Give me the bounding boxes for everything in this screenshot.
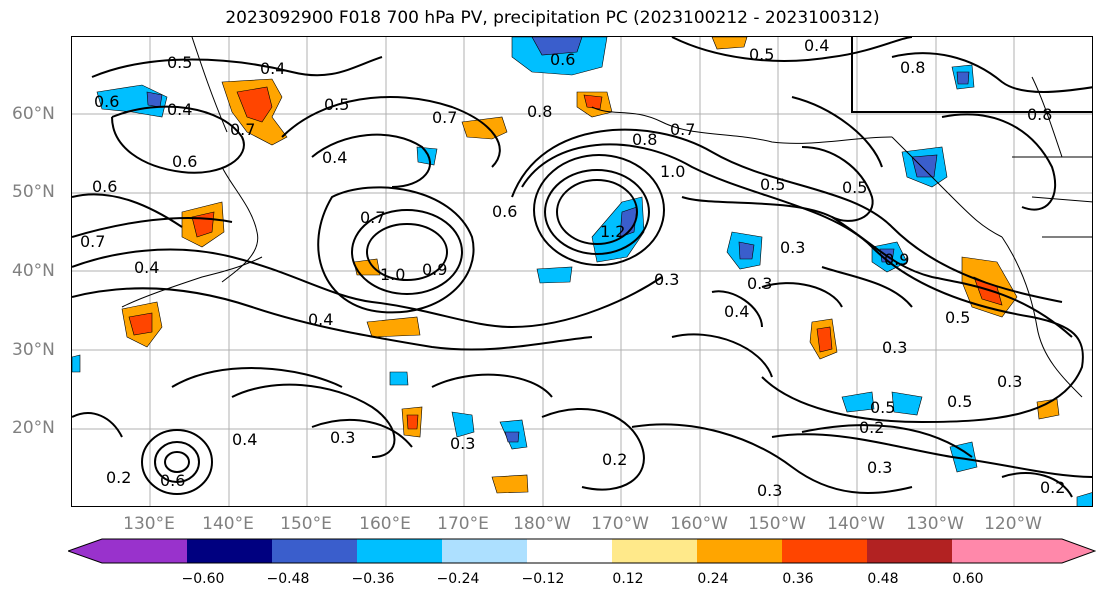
colorbar-bin bbox=[527, 539, 612, 563]
contour-label: 0.3 bbox=[757, 481, 782, 500]
colorbar-tick: −0.36 bbox=[351, 571, 395, 587]
colorbar-tick: −0.60 bbox=[181, 571, 225, 587]
lon-label: 120°W bbox=[984, 514, 1042, 534]
contour-label: 0.3 bbox=[654, 270, 679, 289]
colorbar-bin bbox=[357, 539, 442, 563]
contour-label: 0.5 bbox=[324, 95, 349, 114]
map-title: 2023092900 F018 700 hPa PV, precipitatio… bbox=[225, 8, 880, 28]
contour-label: 0.6 bbox=[94, 92, 119, 111]
contour-label: 0.5 bbox=[167, 53, 192, 72]
lon-label: 150°W bbox=[748, 514, 806, 534]
colorbar-bin bbox=[102, 539, 187, 563]
contour-label: 0.3 bbox=[450, 434, 475, 453]
contour-label: 0.4 bbox=[134, 258, 159, 277]
contour-label: 0.3 bbox=[780, 238, 805, 257]
colorbar-bin bbox=[272, 539, 357, 563]
contour-label: 0.5 bbox=[945, 308, 970, 327]
contour-label: 1.0 bbox=[660, 162, 685, 181]
contour-label: 0.2 bbox=[602, 450, 627, 469]
contour-label: 0.3 bbox=[867, 458, 892, 477]
contour-label: 0.2 bbox=[859, 418, 884, 437]
colorbar-tick: 0.12 bbox=[612, 571, 644, 587]
lon-label: 140°W bbox=[827, 514, 885, 534]
lon-label: 150°E bbox=[280, 514, 332, 534]
contour-label: 0.5 bbox=[760, 175, 785, 194]
lat-label: 60°N bbox=[12, 104, 55, 124]
colorbar-tick: 0.48 bbox=[867, 571, 899, 587]
colorbar-extend-low bbox=[68, 539, 102, 563]
contour-labels: 0.5 0.4 0.6 0.4 0.7 0.5 0.4 0.7 0.8 0.8 … bbox=[80, 37, 1065, 500]
colorbar-bin bbox=[952, 539, 1062, 563]
contour-label: 0.7 bbox=[360, 208, 385, 227]
colorbar-tick: 0.36 bbox=[782, 571, 814, 587]
contour-label: 0.3 bbox=[747, 274, 772, 293]
contour-label: 0.5 bbox=[947, 392, 972, 411]
map-panel: 0.5 0.4 0.6 0.4 0.7 0.5 0.4 0.7 0.8 0.8 … bbox=[71, 36, 1093, 507]
contour-label: 0.3 bbox=[330, 428, 355, 447]
contour-label: 0.4 bbox=[322, 148, 347, 167]
contour-label: 1.0 bbox=[380, 265, 405, 284]
lon-label: 130°E bbox=[123, 514, 175, 534]
colorbar-bin bbox=[697, 539, 782, 563]
contour-label: 0.2 bbox=[106, 468, 131, 487]
colorbar-bin bbox=[782, 539, 867, 563]
contour-label: 0.6 bbox=[492, 202, 517, 221]
contour-label: 0.8 bbox=[527, 102, 552, 121]
lat-label: 20°N bbox=[12, 418, 55, 438]
contour-label: 0.6 bbox=[172, 152, 197, 171]
contour-label: 0.7 bbox=[230, 120, 255, 139]
contour-label: 0.6 bbox=[160, 471, 185, 490]
contour-label: 0.9 bbox=[422, 260, 447, 279]
colorbar-tick: −0.24 bbox=[436, 571, 480, 587]
colorbar-bin bbox=[867, 539, 952, 563]
contour-label: 0.5 bbox=[749, 45, 774, 64]
contour-label: 0.7 bbox=[80, 232, 105, 251]
colorbar bbox=[68, 538, 1096, 564]
lat-label: 40°N bbox=[12, 261, 55, 281]
pv-contours bbox=[72, 37, 1092, 498]
map-canvas: 0.5 0.4 0.6 0.4 0.7 0.5 0.4 0.7 0.8 0.8 … bbox=[72, 37, 1092, 506]
colorbar-bin bbox=[187, 539, 272, 563]
contour-label: 0.4 bbox=[804, 37, 829, 55]
contour-label: 0.8 bbox=[1027, 105, 1052, 124]
contour-label: 0.4 bbox=[167, 100, 192, 119]
contour-label: 0.2 bbox=[1040, 478, 1065, 497]
contour-label: 0.5 bbox=[842, 178, 867, 197]
colorbar-bin bbox=[612, 539, 697, 563]
contour-label: 0.4 bbox=[724, 302, 749, 321]
contour-label: 1.2 bbox=[600, 222, 625, 241]
contour-label: 0.8 bbox=[900, 58, 925, 77]
lon-label: 160°E bbox=[359, 514, 411, 534]
lon-label: 180°W bbox=[513, 514, 571, 534]
lon-label: 140°E bbox=[202, 514, 254, 534]
colorbar-tick: −0.12 bbox=[521, 571, 565, 587]
contour-label: 0.3 bbox=[882, 338, 907, 357]
lon-label: 170°E bbox=[437, 514, 489, 534]
lon-label: 130°W bbox=[906, 514, 964, 534]
colorbar-tick: 0.24 bbox=[697, 571, 729, 587]
lat-label: 30°N bbox=[12, 340, 55, 360]
colorbar-outline bbox=[68, 538, 1096, 564]
colorbar-extend-high bbox=[1062, 539, 1095, 563]
lat-label: 50°N bbox=[12, 182, 55, 202]
colorbar-tick: 0.60 bbox=[952, 571, 984, 587]
contour-label: 0.6 bbox=[550, 50, 575, 69]
colorbar-bin bbox=[442, 539, 527, 563]
contour-label: 0.8 bbox=[632, 130, 657, 149]
lon-label: 160°W bbox=[670, 514, 728, 534]
contour-label: 0.6 bbox=[92, 177, 117, 196]
contour-label: 0.4 bbox=[232, 430, 257, 449]
contour-label: 0.5 bbox=[870, 398, 895, 417]
colorbar-tick: −0.48 bbox=[266, 571, 310, 587]
coastlines bbox=[121, 37, 1092, 398]
lon-label: 170°W bbox=[591, 514, 649, 534]
contour-label: 0.7 bbox=[670, 120, 695, 139]
contour-label: 0.9 bbox=[884, 250, 909, 269]
contour-label: 0.3 bbox=[997, 372, 1022, 391]
precipitation-shading bbox=[72, 37, 1092, 506]
contour-label: 0.4 bbox=[260, 59, 285, 78]
contour-label: 0.7 bbox=[432, 108, 457, 127]
contour-label: 0.4 bbox=[308, 310, 333, 329]
